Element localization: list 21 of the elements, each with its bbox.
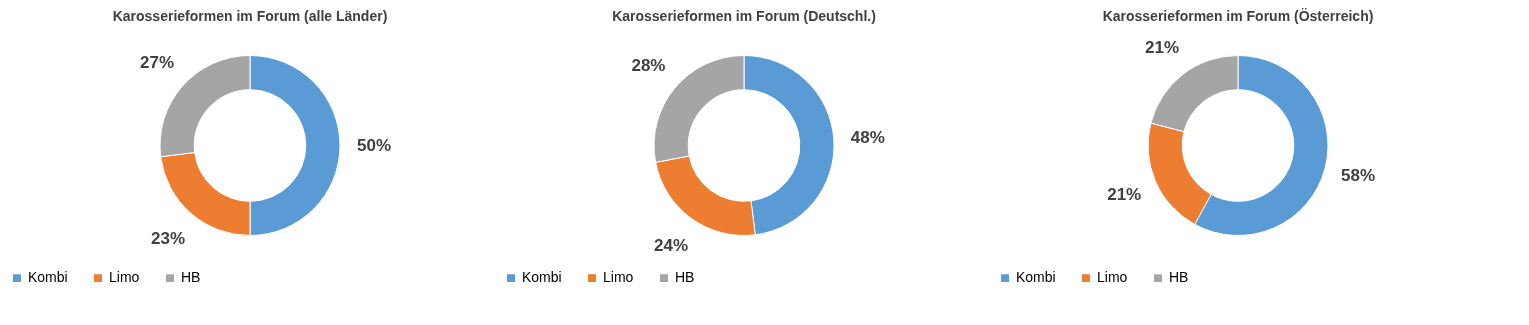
legend-label: Limo [1097,269,1128,286]
legend-label: Limo [603,269,634,286]
legend-label: HB [675,269,695,286]
legend-label: HB [1169,269,1189,286]
data-label: 21% [1144,37,1180,57]
legend-label: HB [181,269,201,286]
legend-label: Kombi [28,269,68,286]
data-label: 50% [356,135,392,155]
data-label: 28% [631,56,666,76]
data-label: 27% [139,53,174,73]
chart-title: Karosserieformen im Forum (Österreich) [1102,8,1374,24]
chart-title: Karosserieformen im Forum (alle Länder) [112,8,388,24]
data-label: 21% [1107,184,1142,204]
legend-label: Limo [109,269,140,286]
data-label: 24% [654,235,689,255]
legend-label: Kombi [522,269,562,286]
data-label: 48% [850,127,885,147]
data-label: 23% [150,228,186,248]
chart-title: Karosserieformen im Forum (Deutschl.) [612,8,876,24]
data-label: 58% [1341,166,1376,186]
legend-label: Kombi [1016,269,1056,286]
